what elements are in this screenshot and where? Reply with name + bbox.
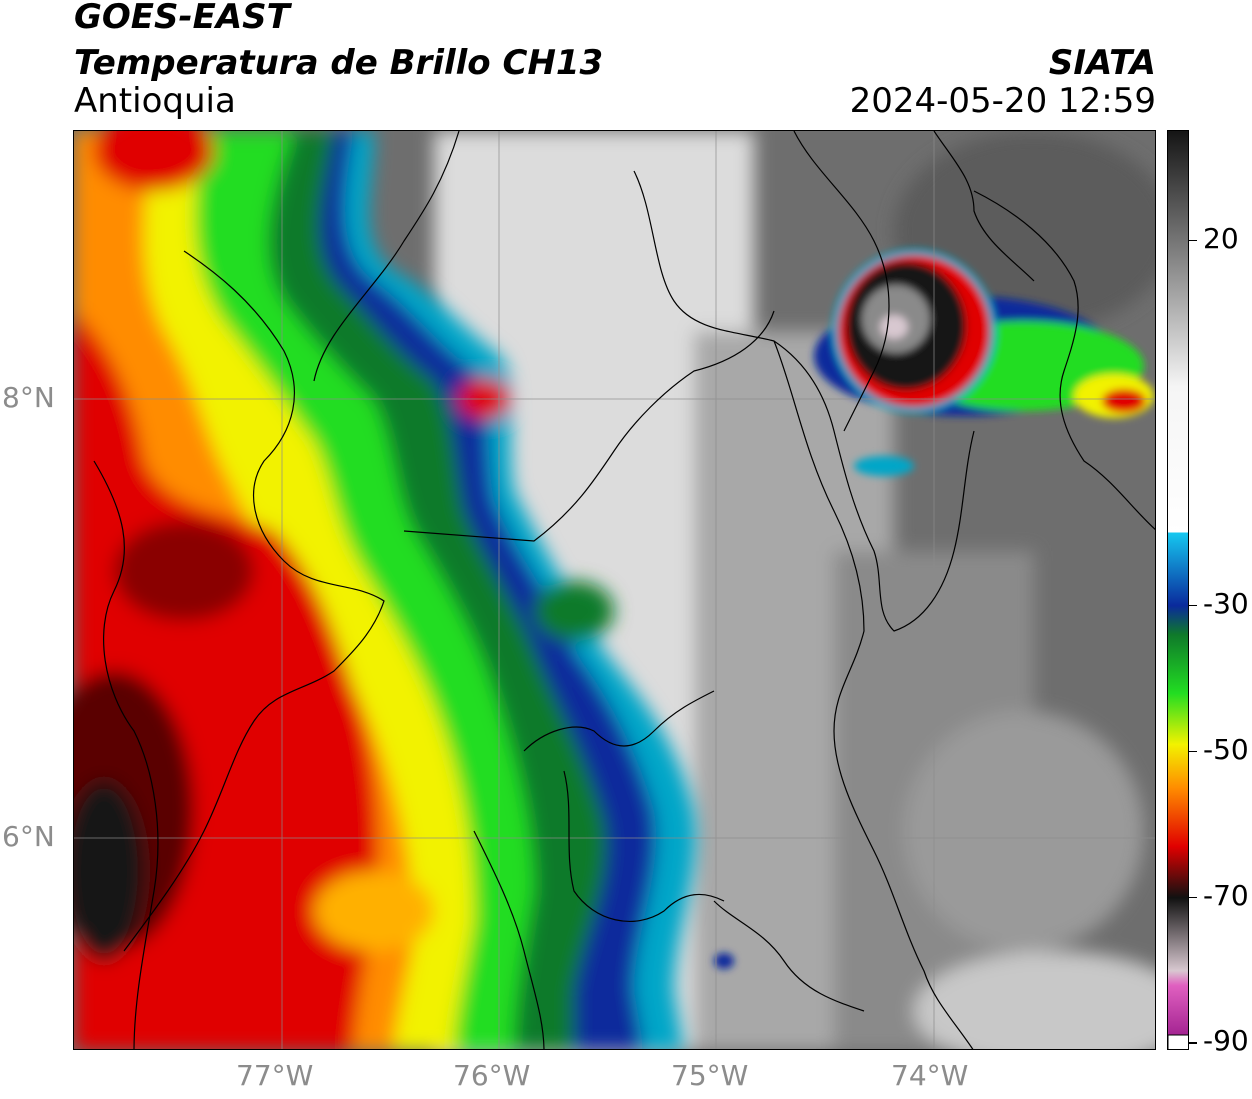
lon-tick-label: 74°W xyxy=(891,1059,969,1092)
boundaries xyxy=(93,131,1155,1049)
product-title: Temperatura de Brillo CH13 xyxy=(74,43,604,83)
datetime-label: 2024-05-20 12:59 xyxy=(849,81,1156,121)
lon-tick-label: 75°W xyxy=(671,1059,749,1092)
colorbar-under-box xyxy=(1168,1034,1188,1049)
colorbar-gradient xyxy=(1168,131,1188,1049)
colorbar-tick-label: -30 xyxy=(1203,586,1249,620)
lat-tick-label: 8°N xyxy=(2,381,55,414)
colorbar-tick xyxy=(1189,1042,1197,1044)
region-label: Antioquia xyxy=(74,81,236,121)
lon-tick-label: 76°W xyxy=(453,1059,531,1092)
graticule xyxy=(74,131,1155,1049)
lat-tick-label: 6°N xyxy=(2,820,55,853)
colorbar-tick xyxy=(1189,750,1197,753)
lon-tick-label: 77°W xyxy=(236,1059,314,1092)
satellite-map[interactable] xyxy=(73,130,1156,1050)
source-label: SIATA xyxy=(1048,43,1156,83)
satellite-title: GOES-EAST xyxy=(74,0,290,37)
colorbar-tick-label: -70 xyxy=(1203,878,1249,912)
colorbar-tick xyxy=(1189,604,1197,607)
colorbar-tick-label: 20 xyxy=(1203,221,1239,255)
colorbar-tick xyxy=(1189,239,1197,242)
colorbar-tick-label: -90 xyxy=(1203,1024,1249,1057)
colorbar-tick-label: -50 xyxy=(1203,732,1249,766)
map-image xyxy=(74,131,1155,1049)
colorbar-tick xyxy=(1189,896,1197,899)
colorbar xyxy=(1167,130,1189,1050)
